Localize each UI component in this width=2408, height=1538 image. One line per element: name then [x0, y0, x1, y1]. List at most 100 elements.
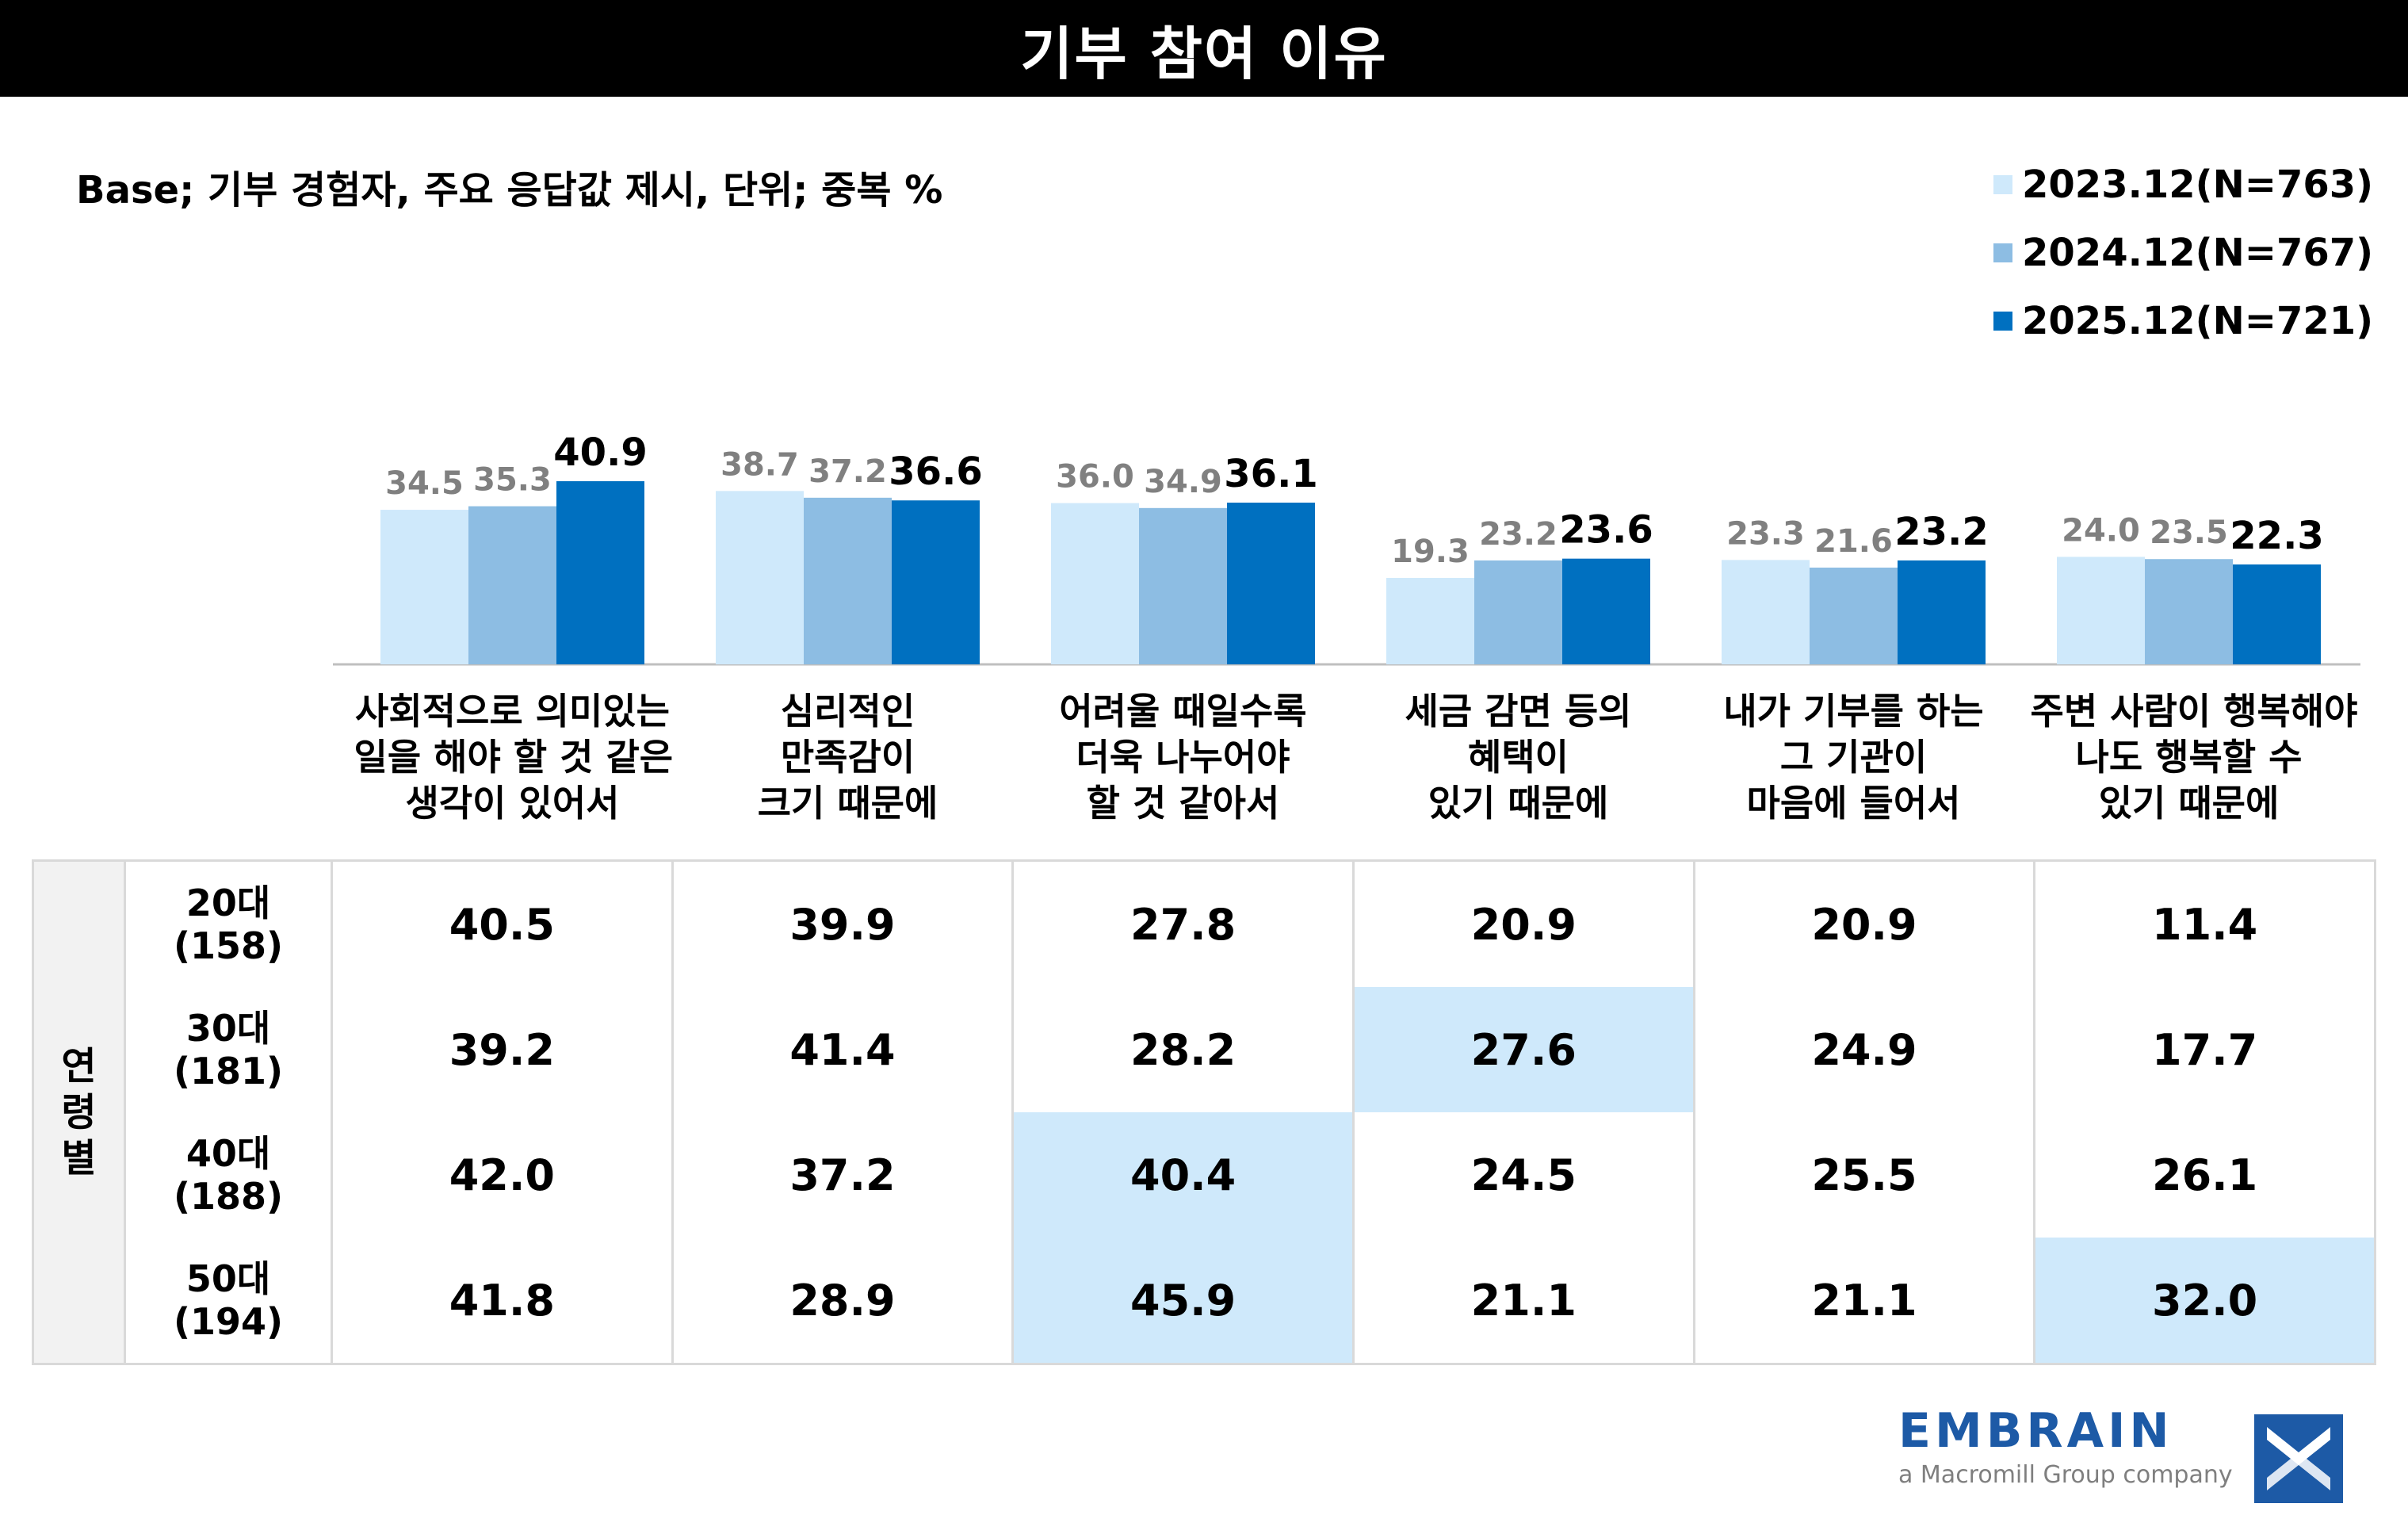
legend-swatch-2023 [1993, 175, 2012, 194]
table-cell: 45.9 [1011, 1238, 1355, 1365]
table-cell: 20.9 [1692, 859, 2036, 987]
age-group-char: 연 [61, 1044, 97, 1088]
logo-tagline: a Macromill Group company [1898, 1461, 2233, 1489]
age-band: 20대 [185, 882, 271, 924]
legend-label-2025: 2025.12(N=721) [2022, 299, 2374, 343]
table-cell: 39.2 [331, 987, 674, 1112]
age-sample-size: (194) [173, 1300, 284, 1343]
category-label-line: 어려울 때일수록 [1059, 690, 1307, 733]
bar-1-cat-5 [1722, 560, 1810, 664]
table-cell: 21.1 [1692, 1238, 2036, 1365]
category-label-line: 마음에 들어서 [1746, 782, 1961, 824]
table-cell: 27.8 [1011, 859, 1355, 987]
data-label-1-cat-4: 19.3 [1391, 534, 1470, 570]
legend: 2023.12(N=763) 2024.12(N=767) 2025.12(N=… [1993, 151, 2373, 355]
legend-label-2024: 2024.12(N=767) [2022, 231, 2374, 275]
table-cell: 11.4 [2033, 859, 2376, 987]
table-cell: 28.9 [671, 1238, 1015, 1365]
table-cell: 41.4 [671, 987, 1015, 1112]
table-cell: 17.7 [2033, 987, 2376, 1112]
data-label-3-cat-4: 23.6 [1559, 508, 1653, 553]
bar-2-cat-1 [468, 506, 556, 664]
table-cell: 41.8 [331, 1238, 674, 1365]
legend-label-2023: 2023.12(N=763) [2022, 163, 2374, 207]
bar-2-cat-2 [804, 497, 892, 664]
bar-1-cat-2 [716, 491, 804, 664]
legend-item-2025: 2025.12(N=721) [1993, 287, 2373, 355]
data-label-2-cat-2: 37.2 [808, 453, 887, 490]
age-table: 연 령 별 20대 (158) 40.5 39.9 27.8 20.9 20.9 11.4 30대 (1… [32, 859, 2376, 1365]
category-label-4: 세금 감면 등의 혜택이 있기 때문에 [1360, 688, 1677, 826]
bar-3-cat-4 [1562, 558, 1650, 664]
data-label-2-cat-5: 21.6 [1814, 523, 1893, 560]
bar-1-cat-4 [1386, 577, 1474, 664]
table-cell: 40.4 [1011, 1112, 1355, 1238]
embrain-logo: EMBRAIN a Macromill Group company [1898, 1407, 2233, 1489]
age-group-char: 별 [61, 1136, 97, 1180]
table-cell: 39.9 [671, 859, 1015, 987]
table-cell: 40.5 [331, 859, 674, 987]
data-label-3-cat-2: 36.6 [889, 450, 982, 494]
age-band: 30대 [185, 1007, 271, 1050]
age-band: 50대 [185, 1257, 271, 1300]
category-label-line: 할 것 같아서 [1086, 782, 1280, 824]
data-label-3-cat-3: 36.1 [1224, 452, 1317, 496]
bar-1-cat-3 [1051, 503, 1139, 664]
category-label-line: 생각이 있어서 [405, 782, 620, 824]
table-cell: 25.5 [1692, 1112, 2036, 1238]
category-label-line: 있기 때문에 [2098, 782, 2280, 824]
age-band: 40대 [185, 1132, 271, 1175]
bar-3-cat-2 [892, 500, 980, 664]
base-note: Base; 기부 경험자, 주요 응답값 제시, 단위; 중복 % [76, 168, 943, 212]
age-row-label: 50대 (194) [124, 1238, 333, 1365]
data-label-1-cat-1: 34.5 [385, 465, 464, 502]
table-row: 40대 (188) 42.0 37.2 40.4 24.5 25.5 26.1 [33, 1112, 2376, 1238]
category-label-1: 사회적으로 의미있는 일을 해야 할 것 같은 생각이 있어서 [354, 688, 674, 826]
bar-1-cat-1 [380, 510, 468, 664]
table-cell: 24.5 [1351, 1112, 1695, 1238]
logo-wordmark: EMBRAIN [1898, 1403, 2173, 1459]
table-cell: 32.0 [2033, 1238, 2376, 1365]
bar-3-cat-5 [1898, 560, 1986, 664]
age-group-char: 령 [61, 1090, 97, 1134]
data-label-2-cat-4: 23.2 [1479, 516, 1558, 553]
category-label-2: 심리적인 만족감이 크기 때문에 [690, 688, 1007, 826]
table-cell: 42.0 [331, 1112, 674, 1238]
category-label-line: 크기 때문에 [757, 782, 938, 824]
category-label-line: 만족감이 [780, 736, 915, 779]
legend-item-2024: 2024.12(N=767) [1993, 219, 2373, 287]
age-sample-size: (158) [173, 924, 284, 967]
legend-swatch-2024 [1993, 243, 2012, 262]
table-row: 50대 (194) 41.8 28.9 45.9 21.1 21.1 32.0 [33, 1238, 2376, 1365]
data-label-2-cat-6: 23.5 [2150, 515, 2228, 551]
table-cell: 21.1 [1351, 1238, 1695, 1365]
category-label-line: 내가 기부를 하는 [1723, 690, 1984, 733]
category-label-3: 어려울 때일수록 더욱 나누어야 할 것 같아서 [1025, 688, 1342, 826]
bar-2-cat-5 [1810, 567, 1898, 664]
bar-2-cat-3 [1139, 507, 1227, 664]
data-label-2-cat-3: 34.9 [1144, 464, 1222, 500]
age-row-label: 40대 (188) [124, 1112, 333, 1238]
data-label-3-cat-6: 22.3 [2230, 514, 2323, 558]
category-label-line: 그 기관이 [1779, 736, 1928, 779]
age-row-label: 30대 (181) [124, 987, 333, 1112]
table-cell: 26.1 [2033, 1112, 2376, 1238]
embrain-mark-icon [2254, 1414, 2343, 1503]
data-label-1-cat-6: 24.0 [2062, 512, 2140, 549]
category-label-line: 심리적인 [780, 690, 915, 733]
bar-3-cat-3 [1227, 503, 1315, 664]
data-label-1-cat-5: 23.3 [1726, 515, 1805, 552]
category-label-6: 주변 사람이 행복해야 나도 행복할 수 있기 때문에 [2030, 688, 2358, 826]
category-label-line: 주변 사람이 행복해야 [2030, 690, 2358, 733]
bar-3-cat-1 [556, 480, 644, 664]
age-row-label: 20대 (158) [124, 859, 333, 987]
data-label-1-cat-2: 38.7 [720, 446, 799, 483]
bar-2-cat-4 [1474, 560, 1562, 664]
legend-swatch-2025 [1993, 312, 2012, 331]
category-label-line: 일을 해야 할 것 같은 [354, 736, 674, 779]
table-cell: 24.9 [1692, 987, 2036, 1112]
age-sample-size: (188) [173, 1175, 284, 1218]
category-label-5: 내가 기부를 하는 그 기관이 마음에 들어서 [1695, 688, 2012, 826]
bar-2-cat-6 [2145, 559, 2233, 664]
